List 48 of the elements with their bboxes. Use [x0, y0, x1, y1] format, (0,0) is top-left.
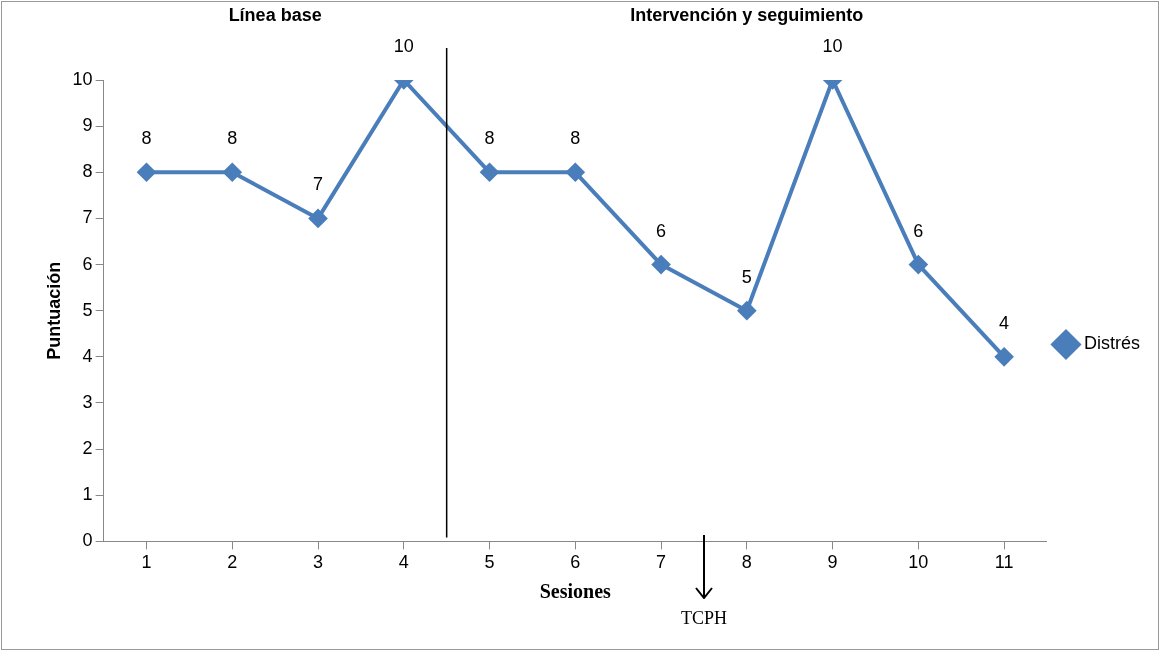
point: [652, 255, 671, 274]
data-label: 6: [913, 220, 924, 241]
point: [137, 163, 156, 182]
y-axis-title: Puntuación: [43, 261, 64, 360]
data-label: 8: [227, 128, 238, 149]
y-tick-label: 8: [82, 161, 93, 182]
point: [566, 163, 585, 182]
x-axis-title: Sesiones: [539, 580, 612, 603]
legend-label: Distrés: [1084, 333, 1141, 354]
data-label: 8: [141, 128, 152, 149]
data-label: 6: [656, 220, 667, 241]
y-tick-label: 4: [82, 345, 93, 366]
y-tick-label: 10: [72, 68, 93, 89]
x-tick-label: 10: [908, 552, 929, 573]
text: TCPH: [680, 608, 727, 629]
x-tick-label: 5: [484, 552, 495, 573]
point: [909, 255, 928, 274]
text: Intervención y seguimiento: [630, 4, 864, 25]
y-tick-label: 0: [82, 530, 93, 551]
x-tick-label: 11: [994, 552, 1014, 573]
point: [737, 301, 756, 320]
data-label: 8: [484, 128, 495, 149]
x-tick-label: 8: [741, 552, 752, 573]
y-tick-label: 3: [82, 391, 93, 412]
data-label: 5: [741, 266, 752, 287]
y-tick-label: 6: [82, 253, 93, 274]
x-tick-label: 9: [827, 552, 838, 573]
x-tick-label: 3: [313, 552, 324, 573]
x-tick-label: 1: [141, 552, 152, 573]
x-tick-label: 4: [398, 552, 409, 573]
point: [995, 347, 1014, 366]
point: [223, 163, 242, 182]
text: Línea base: [228, 4, 322, 25]
data-label: 4: [999, 312, 1010, 333]
y-tick-label: 2: [82, 438, 93, 459]
point: [309, 209, 328, 228]
data-label: 7: [313, 174, 324, 195]
y-tick-label: 5: [82, 299, 93, 320]
y-tick-label: 7: [82, 207, 93, 228]
x-tick-label: 6: [570, 552, 581, 573]
x-tick-label: 2: [227, 552, 238, 573]
point: [480, 163, 499, 182]
data-label: 10: [822, 35, 843, 56]
data-label: 10: [393, 35, 414, 56]
x-tick-label: 7: [656, 552, 667, 573]
y-tick-label: 9: [82, 115, 93, 136]
data-label: 8: [570, 128, 581, 149]
y-tick-label: 1: [82, 484, 93, 505]
